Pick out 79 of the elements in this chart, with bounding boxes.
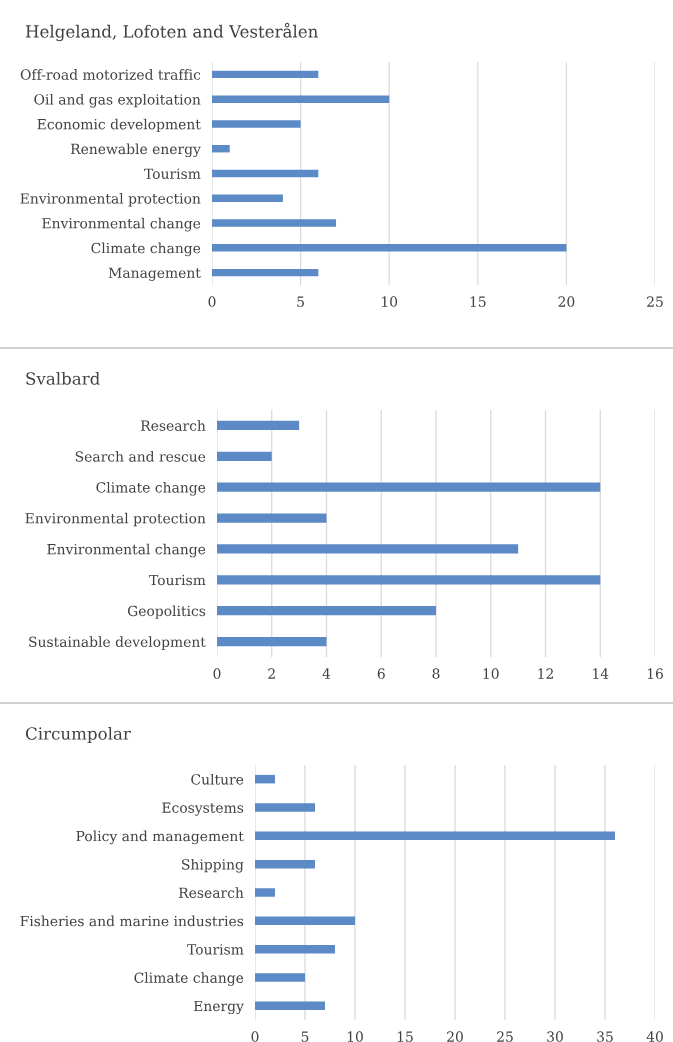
x-tick-label: 15 [397,1031,413,1042]
y-tick-label: Research [178,887,244,898]
y-tick-label: Environmental protection [25,512,206,527]
bar [212,145,230,153]
x-tick-label: 16 [647,668,663,679]
bar [217,420,300,431]
x-tick-label: 10 [382,296,398,307]
x-tick-label: 8 [432,668,440,679]
y-tick-label: Economic development [37,118,201,133]
text: Circumpolar [25,726,131,744]
y-tick-label: Fisheries and marine industries [20,915,244,927]
x-tick-label: 0 [251,1031,259,1042]
y-tick-label: Renewable energy [70,143,201,158]
bar [212,194,283,202]
y-tick-label: Ecosystems [162,802,244,816]
x-tick-label: 12 [538,668,553,679]
y-tick-label: Search and rescue [75,451,206,462]
x-tick-label: 6 [377,668,385,679]
x-tick-label: 0 [213,668,221,679]
bar [217,482,601,492]
y-tick-label: Policy and management [76,830,244,845]
bar [255,803,315,812]
y-tick-label: Climate change [96,481,206,496]
x-tick-label: 20 [558,296,575,307]
bar [212,268,319,277]
bar [255,1001,325,1011]
x-tick-label: 30 [547,1031,563,1042]
bar [217,636,327,647]
x-tick-label: 10 [483,668,499,679]
y-tick-label: Culture [191,773,244,785]
x-tick-label: 25 [647,296,663,307]
y-tick-label: Off-road motorized traffic [20,69,201,80]
x-tick-label: 2 [268,668,275,679]
chart-title: Helgeland, Lofoten and Vesterålen [25,22,318,42]
bar [255,916,355,926]
bar [255,973,305,982]
y-tick-label: Sustainable development [29,636,206,650]
x-tick-label: 10 [347,1031,363,1042]
bar [212,120,301,128]
x-tick-label: 4 [322,668,331,679]
bar [212,244,567,252]
y-tick-label: Energy [193,1000,244,1015]
bar [255,774,275,784]
x-tick-label: 0 [208,296,216,307]
y-tick-label: Environmental protection [20,193,201,207]
x-tick-label: 5 [297,296,304,307]
x-tick-label: 40 [646,1031,663,1042]
bar [212,70,319,79]
bar [217,544,519,554]
text: Svalbard [26,371,100,385]
x-tick-label: 20 [447,1031,463,1042]
bar [255,888,275,897]
bar [217,513,327,523]
bar [255,944,335,954]
bar [217,451,272,461]
x-tick-label: 15 [470,296,486,307]
bar [255,831,615,841]
x-tick-label: 14 [593,668,609,679]
bar [212,169,319,178]
bar [212,95,390,103]
y-tick-label: Tourism [144,168,201,179]
y-tick-label: Environmental change [42,217,201,232]
y-tick-label: Shipping [182,858,244,873]
bar [217,606,436,616]
y-tick-label: Oil and gas exploitation [34,93,201,108]
y-tick-label: Research [140,420,206,431]
y-tick-label: Environmental change [47,543,206,558]
y-tick-label: Tourism [149,574,206,586]
y-tick-label: Management [108,267,201,281]
bar [212,219,337,227]
y-tick-label: Geopolitics [127,605,206,619]
bar [255,859,315,869]
y-tick-label: Climate change [134,972,244,986]
y-tick-label: Climate change [91,242,201,257]
y-tick-label: Tourism [187,944,244,955]
x-tick-label: 25 [497,1031,513,1042]
bar [217,575,601,585]
x-tick-label: 5 [301,1031,309,1042]
x-tick-label: 35 [597,1031,613,1042]
